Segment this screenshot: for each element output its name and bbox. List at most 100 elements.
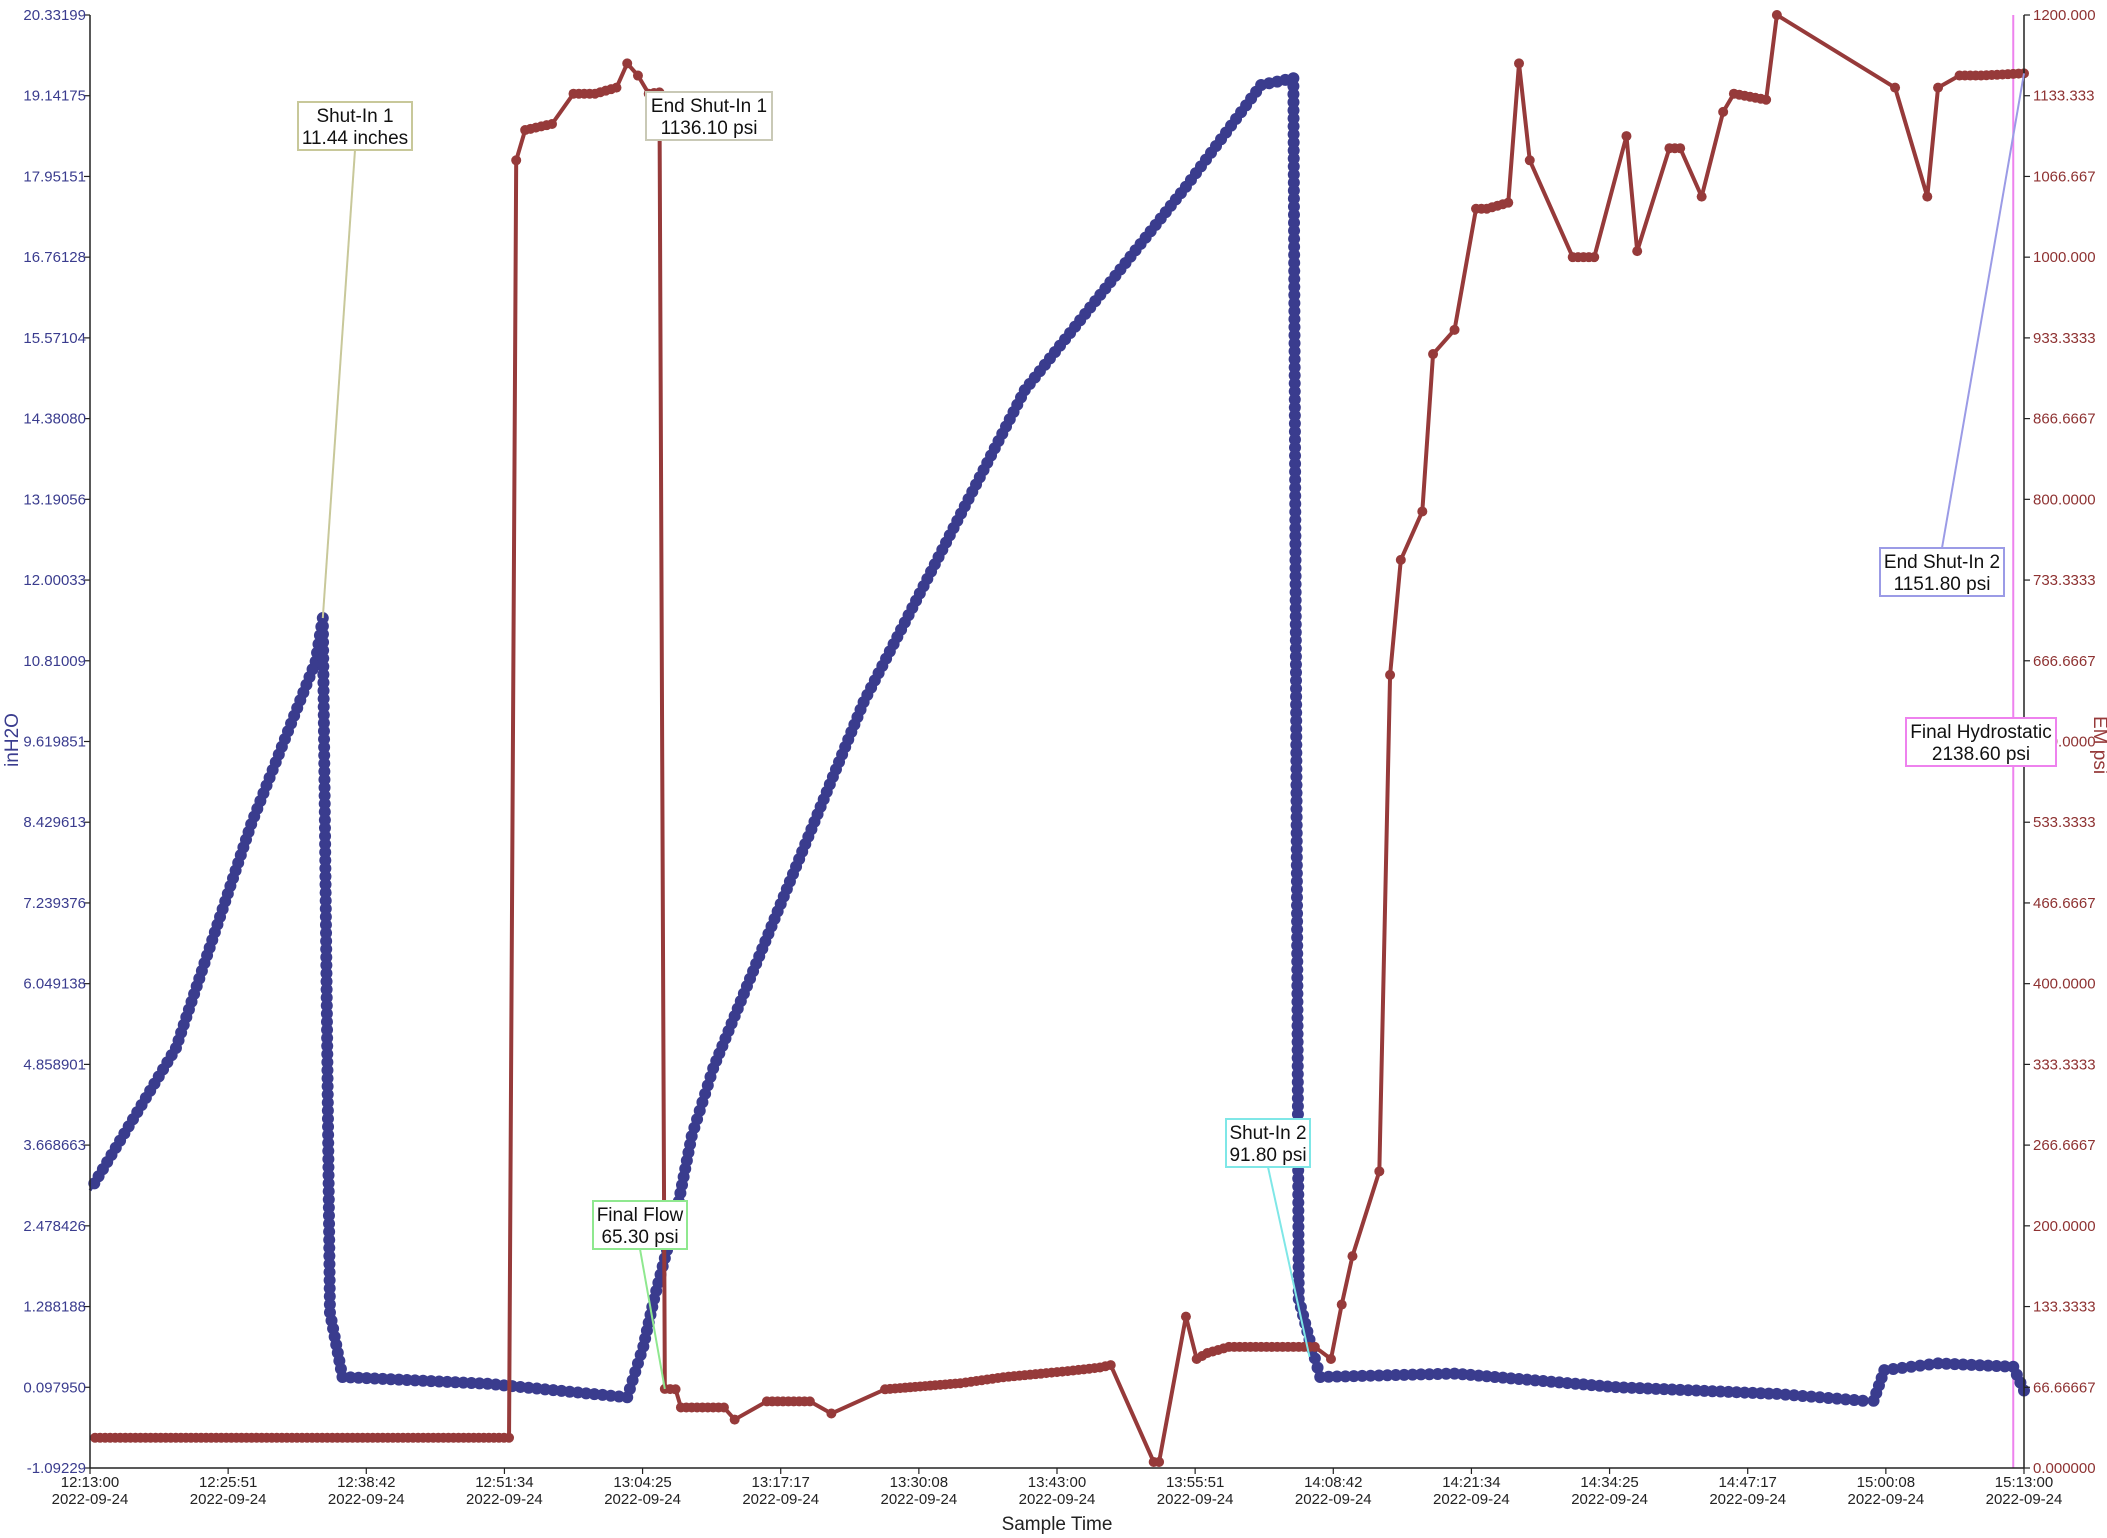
psi-point <box>1632 246 1643 257</box>
x-axis-title: Sample Time <box>1002 1514 1113 1535</box>
left-tick-label: 3.668663 <box>23 1137 86 1154</box>
left-tick-label: 4.858901 <box>23 1056 86 1073</box>
inh2o-point <box>1788 1389 1801 1402</box>
psi-point <box>718 1402 729 1413</box>
psi-point <box>1428 349 1439 360</box>
psi-point <box>729 1414 740 1425</box>
left-tick-label: 14.38080 <box>23 411 86 428</box>
x-tick-label: 14:47:17 <box>1719 1474 1777 1491</box>
right-tick-label: 1133.333 <box>2033 88 2094 105</box>
inh2o-point <box>1914 1359 1927 1372</box>
right-tick-label: 266.6667 <box>2033 1137 2096 1154</box>
psi-point <box>547 118 558 129</box>
psi-point <box>1347 1251 1358 1262</box>
psi-point <box>804 1396 815 1407</box>
annotation-label: Final Flow <box>597 1205 684 1226</box>
x-tick-date: 2022-09-24 <box>604 1491 681 1508</box>
psi-point <box>1385 669 1396 680</box>
left-axis-title: inH2O <box>2 713 23 767</box>
inh2o-point <box>1813 1391 1826 1404</box>
x-tick-label: 13:30:08 <box>890 1474 948 1491</box>
left-tick-label: 10.81009 <box>23 653 86 670</box>
inh2o-point <box>1414 1368 1427 1381</box>
inh2o-point <box>1406 1368 1419 1381</box>
inh2o-point <box>1440 1367 1453 1380</box>
x-tick-date: 2022-09-24 <box>1157 1491 1234 1508</box>
right-tick-label: 133.3333 <box>2033 1299 2096 1316</box>
psi-point <box>1180 1311 1191 1322</box>
left-tick-label: 1.288188 <box>23 1299 86 1316</box>
psi-point <box>1449 324 1460 335</box>
annotation-value: 1151.80 psi <box>1894 574 1991 595</box>
inh2o-point <box>1356 1369 1369 1382</box>
psi-point <box>1417 506 1428 517</box>
x-tick-date: 2022-09-24 <box>880 1491 957 1508</box>
inh2o-point <box>1887 1363 1900 1376</box>
inh2o-point <box>1805 1390 1818 1403</box>
psi-point <box>826 1408 837 1419</box>
psi-point <box>1621 131 1632 142</box>
annotation-label: Final Hydrostatic <box>1910 722 2052 743</box>
inh2o-point <box>1905 1360 1918 1373</box>
psi-point <box>504 1432 515 1443</box>
annotation-box <box>1905 717 2057 767</box>
ticks-layer: -1.09229 0.097950 1.288188 2.478426 3.668663… <box>23 7 2095 1508</box>
inh2o-point <box>1856 1394 1869 1407</box>
inh2o-point <box>1364 1369 1377 1382</box>
right-tick-label: 800.0000 <box>2033 491 2096 508</box>
x-tick-label: 14:34:25 <box>1580 1474 1638 1491</box>
x-tick-date: 2022-09-24 <box>1847 1491 1924 1508</box>
psi-point <box>1718 106 1729 117</box>
inh2o-point <box>1311 1361 1324 1374</box>
annotation-box <box>645 91 773 141</box>
inh2o-point <box>1423 1368 1436 1381</box>
left-tick-label: -1.09229 <box>27 1460 86 1477</box>
right-tick-label: 933.3333 <box>2033 330 2096 347</box>
inh2o-point <box>1896 1361 1909 1374</box>
x-tick-label: 15:00:08 <box>1857 1474 1915 1491</box>
inh2o-point <box>1779 1388 1792 1401</box>
inh2o-point <box>1839 1393 1852 1406</box>
psi-point <box>1503 197 1514 208</box>
annotation-leader-line <box>1267 1166 1311 1358</box>
psi-point <box>1675 143 1686 154</box>
psi-point <box>1933 82 1944 93</box>
x-tick-date: 2022-09-24 <box>466 1491 543 1508</box>
inh2o-point <box>1831 1392 1844 1405</box>
inh2o-point <box>1431 1367 1444 1380</box>
annotation-box <box>297 101 413 151</box>
x-tick-date: 2022-09-24 <box>742 1491 819 1508</box>
inh2o-point <box>1347 1370 1360 1383</box>
left-tick-label: 15.57104 <box>23 330 86 347</box>
left-tick-label: 16.76128 <box>23 249 86 266</box>
left-tick-label: 19.14175 <box>23 88 86 105</box>
right-tick-label: 200.0000 <box>2033 1218 2096 1235</box>
left-tick-label: 0.097950 <box>23 1379 86 1396</box>
psi-point <box>1589 252 1600 263</box>
right-axis-title: EM psi <box>2089 716 2107 774</box>
inh2o-point <box>1322 1370 1335 1383</box>
psi-point <box>1696 191 1707 202</box>
psi-point <box>632 70 643 81</box>
inh2o-point <box>1923 1358 1936 1371</box>
psi-point <box>1514 58 1525 69</box>
right-tick-label: 466.6667 <box>2033 895 2096 912</box>
annotation-label: Shut-In 2 <box>1229 1123 1306 1144</box>
x-tick-label: 12:25:51 <box>199 1474 257 1491</box>
psi-point <box>611 82 622 93</box>
right-tick-label: 533.3333 <box>2033 814 2096 831</box>
psi-point <box>1105 1360 1116 1371</box>
annotation-value: 65.30 psi <box>601 1227 678 1248</box>
annotation-layer: Shut-In 111.44 inches End Shut-In 11136.1… <box>297 73 2057 1390</box>
annotation-label: End Shut-In 2 <box>1884 552 2000 573</box>
inh2o-point <box>1381 1369 1394 1382</box>
inh2o-point <box>1822 1391 1835 1404</box>
x-tick-date: 2022-09-24 <box>1019 1491 1096 1508</box>
right-tick-label: 866.6667 <box>2033 411 2096 428</box>
left-tick-label: 17.95151 <box>23 168 86 185</box>
inh2o-point <box>1398 1368 1411 1381</box>
annotation-value: 11.44 inches <box>302 128 408 149</box>
annotation-leader-line <box>639 1248 666 1390</box>
